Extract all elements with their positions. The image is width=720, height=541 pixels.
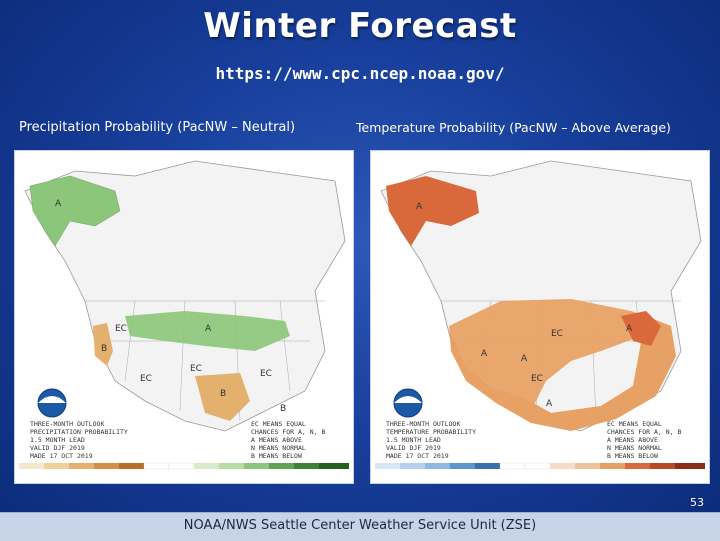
svg-text:EC: EC: [140, 374, 152, 384]
temp-legend-line-1: EC MEANS EQUAL: [607, 420, 662, 428]
precip-outlook-line-4: VALID DJF 2019: [30, 444, 85, 452]
svg-text:EC: EC: [531, 374, 543, 384]
temp-outlook-line-2: TEMPERATURE PROBABILITY: [386, 428, 476, 436]
svg-text:A: A: [55, 199, 62, 209]
alaska-above-region: [386, 176, 479, 246]
svg-text:EC: EC: [115, 324, 127, 334]
footer-bar: NOAA/NWS Seattle Center Weather Service …: [0, 512, 720, 541]
temp-legend-line-5: B MEANS BELOW: [607, 452, 658, 460]
svg-text:EC: EC: [190, 364, 202, 374]
temperature-map-caption: Temperature Probability (PacNW – Above A…: [356, 120, 671, 135]
temp-color-scale: [375, 462, 705, 470]
source-url[interactable]: https://www.cpc.ncep.noaa.gov/: [215, 64, 505, 83]
precip-color-scale: [19, 462, 349, 470]
svg-text:A: A: [521, 354, 528, 364]
california-below-region: [93, 323, 113, 366]
noaa-logo: [393, 388, 423, 418]
precip-outlook-line-2: PRECIPITATION PROBABILITY: [30, 428, 128, 436]
slide-title: Winter Forecast: [203, 6, 517, 46]
temperature-outlook-map: A A EC A A A EC THREE-MONTH OUTLOOK TEMP…: [370, 150, 710, 484]
temp-legend-line-2: CHANCES FOR A, N, B: [607, 428, 681, 436]
precip-outlook-line-1: THREE-MONTH OUTLOOK: [30, 420, 104, 428]
svg-text:A: A: [205, 324, 212, 334]
page-number: 53: [690, 496, 704, 509]
temp-outlook-line-3: 1.5 MONTH LEAD: [386, 436, 441, 444]
precip-outlook-line-3: 1.5 MONTH LEAD: [30, 436, 85, 444]
temp-outlook-line-1: THREE-MONTH OUTLOOK: [386, 420, 460, 428]
noaa-logo: [37, 388, 67, 418]
temp-legend-line-4: N MEANS NORMAL: [607, 444, 662, 452]
svg-text:A: A: [546, 399, 553, 409]
temp-legend-line-3: A MEANS ABOVE: [607, 436, 658, 444]
alaska-above-region: [29, 175, 121, 247]
precipitation-map-caption: Precipitation Probability (PacNW – Neutr…: [19, 120, 296, 135]
precip-legend-line-4: N MEANS NORMAL: [251, 444, 306, 452]
precipitation-map-graphic: A EC B B EC EC A EC B THREE-MONTH OUTLOO…: [19, 160, 349, 470]
precip-legend-line-1: EC MEANS EQUAL: [251, 420, 306, 428]
precip-legend-line-2: CHANCES FOR A, N, B: [251, 428, 325, 436]
precip-legend-line-3: A MEANS ABOVE: [251, 436, 302, 444]
footer-text: NOAA/NWS Seattle Center Weather Service …: [183, 518, 537, 533]
temp-outlook-line-4: VALID DJF 2019: [386, 444, 441, 452]
temperature-map-graphic: A A EC A A A EC THREE-MONTH OUTLOOK TEMP…: [375, 160, 705, 470]
svg-text:A: A: [416, 202, 423, 212]
svg-text:A: A: [481, 349, 488, 359]
svg-text:B: B: [101, 344, 107, 354]
north-tier-above-region: [125, 311, 290, 351]
svg-text:B: B: [220, 389, 226, 399]
precipitation-outlook-map: A EC B B EC EC A EC B THREE-MONTH OUTLOO…: [14, 150, 354, 484]
south-east-above-region: [449, 316, 676, 431]
svg-text:EC: EC: [551, 329, 563, 339]
svg-text:A: A: [626, 324, 633, 334]
svg-text:EC: EC: [260, 369, 272, 379]
northeast-above-region: [621, 311, 661, 346]
precip-legend-line-5: B MEANS BELOW: [251, 452, 302, 460]
precip-outlook-line-5: MADE 17 OCT 2019: [30, 452, 93, 460]
svg-text:B: B: [280, 404, 286, 414]
gulf-below-region: [195, 373, 250, 421]
temp-outlook-line-5: MADE 17 OCT 2019: [386, 452, 449, 460]
